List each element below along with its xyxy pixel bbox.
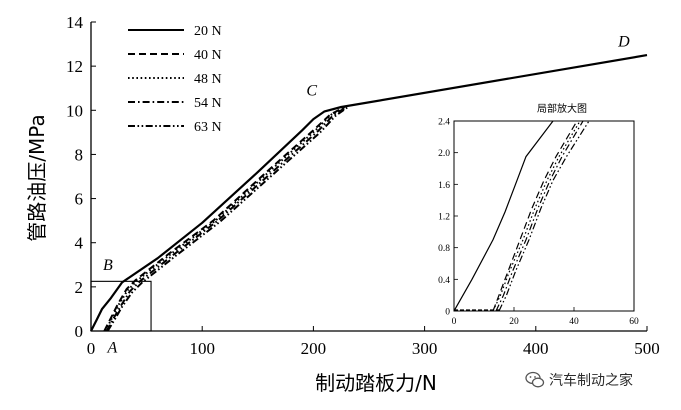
watermark: 汽车制动之家 (525, 370, 633, 390)
inset-y-tick-label: 1.2 (438, 213, 450, 223)
point-label: D (617, 34, 630, 51)
inset-title: 局部放大图 (537, 102, 587, 115)
legend: 20 N 40 N 48 N 54 N 63 N (128, 24, 222, 135)
wechat-icon (525, 371, 545, 388)
inset-y-tick-label: 0.4 (438, 276, 450, 286)
inset-x-tick-label: 40 (569, 317, 579, 327)
inset-frame (453, 120, 635, 312)
legend-label: 63 N (194, 120, 222, 135)
inset-x-tick-label: 0 (452, 317, 457, 327)
inset-x-tick-label: 60 (629, 317, 639, 327)
x-tick-label: 100 (189, 339, 215, 358)
y-tick-label: 12 (66, 57, 83, 76)
series-line (103, 106, 345, 332)
legend-label: 20 N (194, 24, 222, 39)
point-label: C (306, 83, 317, 100)
legend-label: 40 N (194, 48, 222, 63)
zoom-region-rect (90, 280, 152, 332)
inset-y-tick-label: 0 (445, 308, 450, 318)
inset-series-line (495, 121, 584, 311)
y-tick-label: 14 (66, 13, 84, 32)
inset-series-group (454, 121, 590, 311)
series-line (90, 54, 648, 332)
x-tick-label: 300 (412, 339, 438, 358)
y-tick-label: 8 (75, 145, 84, 164)
y-axis-title: 管路油压/MPa (25, 114, 49, 241)
inset-series-line (498, 121, 590, 311)
inset-series-line (492, 121, 581, 311)
x-tick-label: 200 (301, 339, 327, 358)
legend-label: 48 N (194, 72, 222, 87)
watermark-text: 汽车制动之家 (549, 373, 633, 389)
inset-series-line (454, 121, 554, 311)
point-label: A (106, 339, 117, 356)
inset-y-tick-label: 2.0 (438, 149, 450, 159)
series-line (105, 106, 348, 332)
inset-series-line (492, 121, 578, 311)
y-tick-label: 6 (75, 190, 84, 209)
inset-y-tick-label: 1.6 (438, 181, 450, 191)
inset-zoom-chart: 局部放大图 0 20 40 60 0 0.4 0.8 1.2 1.6 2.0 2.4 (438, 102, 639, 327)
legend-label: 54 N (194, 96, 222, 111)
main-series-group (90, 54, 648, 332)
y-tick-label: 0 (75, 322, 84, 341)
x-axis-title: 制动踏板力/N (315, 371, 437, 395)
point-annotations: A B C D (103, 34, 630, 357)
y-tick-label: 4 (75, 234, 84, 253)
y-tick-label: 10 (66, 101, 83, 120)
point-label: B (103, 257, 113, 274)
x-tick-label: 400 (523, 339, 549, 358)
highlight-box (90, 280, 152, 332)
inset-y-tick-label: 0.8 (438, 244, 450, 254)
inset-x-tick-label: 20 (509, 317, 519, 327)
inset-y-tick-label: 2.4 (438, 118, 450, 128)
x-tick-label: 0 (87, 339, 96, 358)
y-tick-label: 2 (75, 278, 84, 297)
x-tick-label: 500 (634, 339, 660, 358)
series-line (106, 106, 349, 332)
